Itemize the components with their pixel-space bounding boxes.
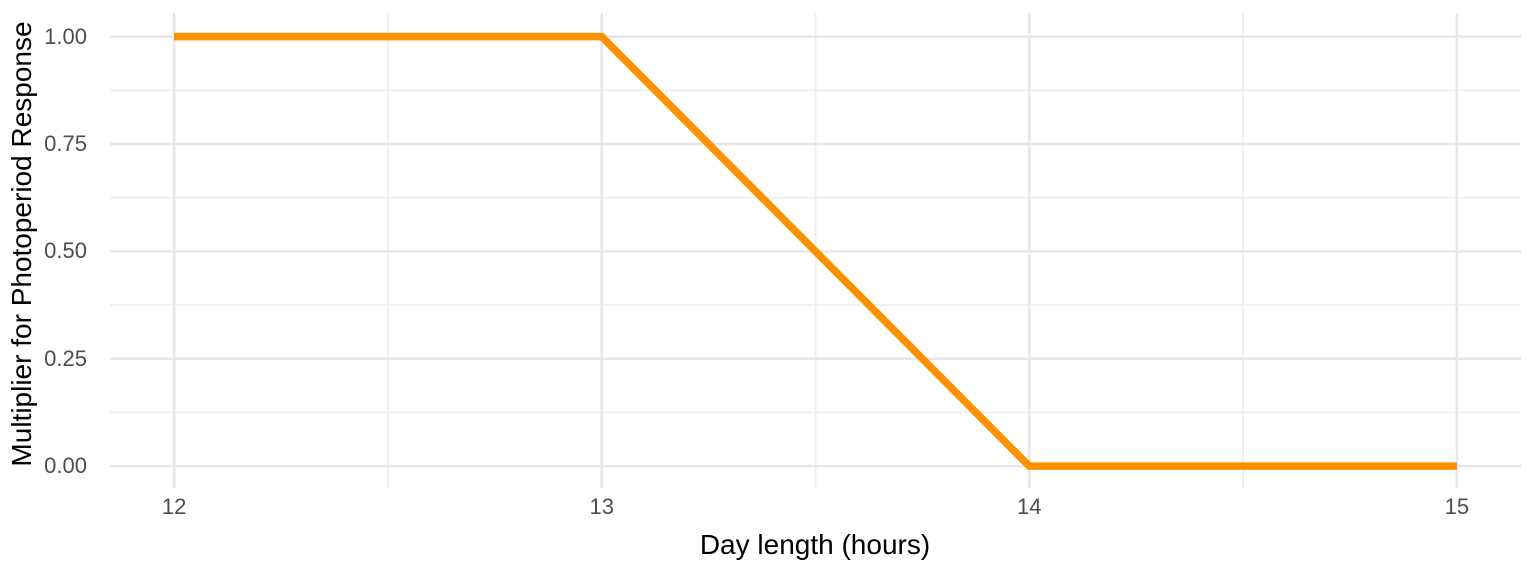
y-axis-title: Multiplier for Photoperiod Response [6,21,37,467]
x-tick-label: 15 [1444,494,1470,519]
y-tick-label: 0.00 [44,453,87,479]
y-tick-label: 0.75 [44,130,87,156]
x-tick-label: 12 [161,494,187,519]
x-axis-title: Day length (hours) [699,529,931,560]
y-tick-label: 0.50 [44,238,87,264]
x-tick-label: 14 [1017,494,1042,519]
y-tick-label: 0.25 [44,345,87,371]
series-line-photoperiod_response_multiplier [174,32,1457,470]
x-tick-label: 13 [589,494,614,519]
y-tick-label: 1.00 [44,23,87,49]
